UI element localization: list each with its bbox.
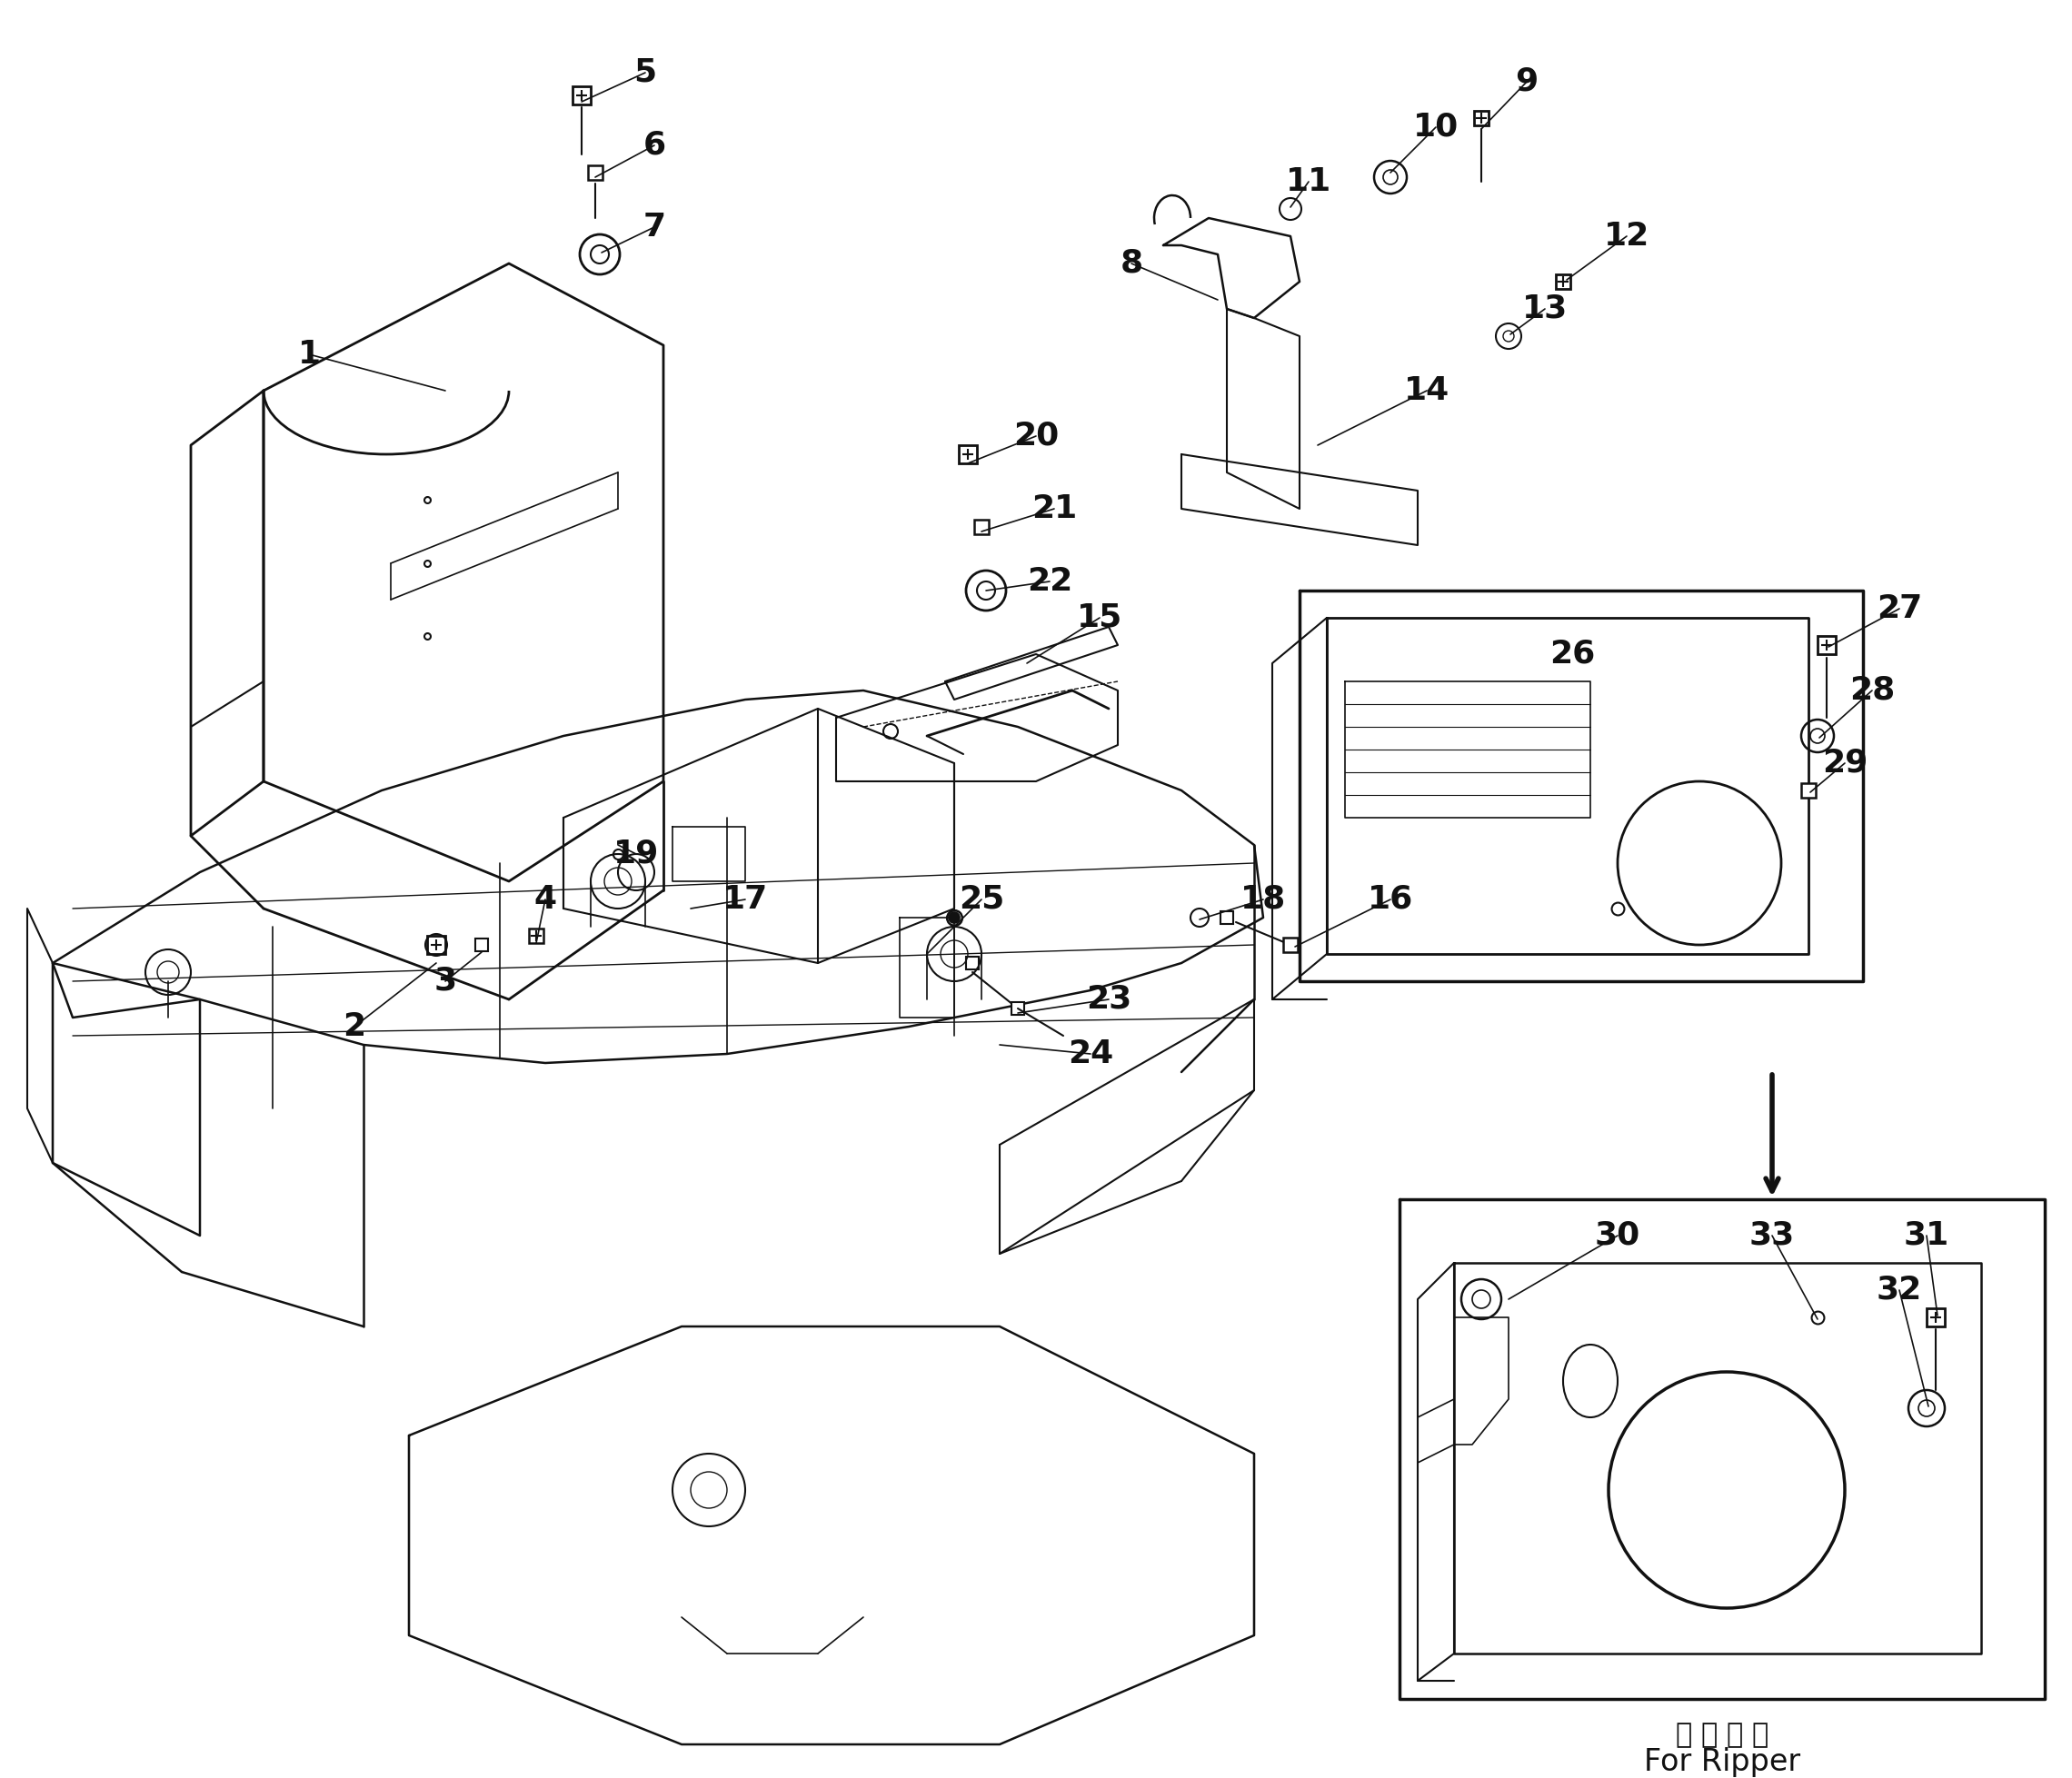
Text: For Ripper: For Ripper <box>1643 1748 1801 1778</box>
Text: 8: 8 <box>1121 247 1144 279</box>
Text: 15: 15 <box>1077 603 1123 633</box>
Text: 32: 32 <box>1877 1275 1923 1305</box>
Text: 20: 20 <box>1013 421 1059 452</box>
Text: 24: 24 <box>1067 1038 1113 1069</box>
Text: リ ッ パ 用: リ ッ パ 用 <box>1676 1723 1769 1748</box>
Text: 19: 19 <box>613 839 659 869</box>
Text: 17: 17 <box>723 884 769 916</box>
Text: 3: 3 <box>433 965 456 997</box>
Text: 16: 16 <box>1368 884 1413 916</box>
Text: 10: 10 <box>1413 112 1459 142</box>
Text: 11: 11 <box>1287 167 1332 197</box>
Text: 23: 23 <box>1086 983 1131 1015</box>
Text: 31: 31 <box>1904 1220 1950 1252</box>
Text: 2: 2 <box>344 1012 367 1042</box>
Circle shape <box>949 912 959 923</box>
Text: 33: 33 <box>1749 1220 1794 1252</box>
Text: 12: 12 <box>1604 220 1649 252</box>
Text: 21: 21 <box>1032 493 1077 525</box>
Text: 22: 22 <box>1028 565 1073 597</box>
Text: 1: 1 <box>298 340 321 370</box>
Text: 9: 9 <box>1515 66 1537 98</box>
Text: 14: 14 <box>1405 375 1450 405</box>
Text: 25: 25 <box>959 884 1005 916</box>
Text: 7: 7 <box>642 212 665 242</box>
Text: 18: 18 <box>1241 884 1287 916</box>
Text: 26: 26 <box>1550 638 1595 670</box>
Text: 28: 28 <box>1848 676 1896 706</box>
Text: 29: 29 <box>1821 749 1867 779</box>
Text: 4: 4 <box>535 884 557 916</box>
Text: 6: 6 <box>642 130 665 160</box>
Text: 13: 13 <box>1523 293 1569 324</box>
Text: 5: 5 <box>634 57 657 89</box>
Text: 27: 27 <box>1877 594 1923 624</box>
Text: 30: 30 <box>1595 1220 1641 1252</box>
